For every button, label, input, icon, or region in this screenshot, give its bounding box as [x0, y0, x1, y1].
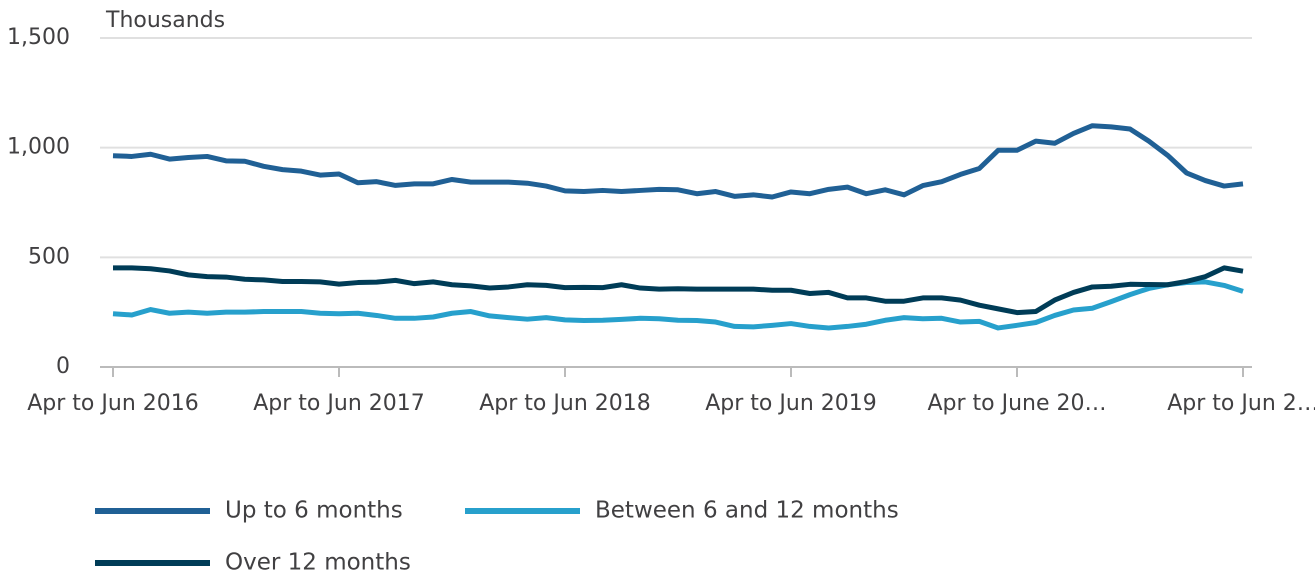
y-tick-label: 1,500 [7, 25, 70, 50]
line [112, 279, 1244, 331]
legend-label: Over 12 months [225, 550, 411, 575]
x-tick-label: Apr to Jun 2… [1167, 391, 1315, 416]
y-axis-label: Thousands [105, 8, 225, 33]
line [113, 265, 1244, 316]
x-tick-label: Apr to Jun 2016 [27, 391, 199, 416]
legend-label: Up to 6 months [225, 498, 403, 524]
x-tick-label: Apr to June 20… [927, 391, 1106, 416]
x-tick-label: Apr to Jun 2018 [479, 391, 651, 416]
x-tick-label: Apr to Jun 2019 [705, 391, 877, 416]
y-tick-label: 0 [56, 354, 70, 379]
x-tick-label: Apr to Jun 2017 [253, 391, 425, 416]
legend-label: Between 6 and 12 months [595, 498, 899, 524]
line [112, 123, 1244, 200]
y-tick-label: 1,000 [7, 135, 70, 160]
y-tick-label: 500 [28, 244, 70, 269]
